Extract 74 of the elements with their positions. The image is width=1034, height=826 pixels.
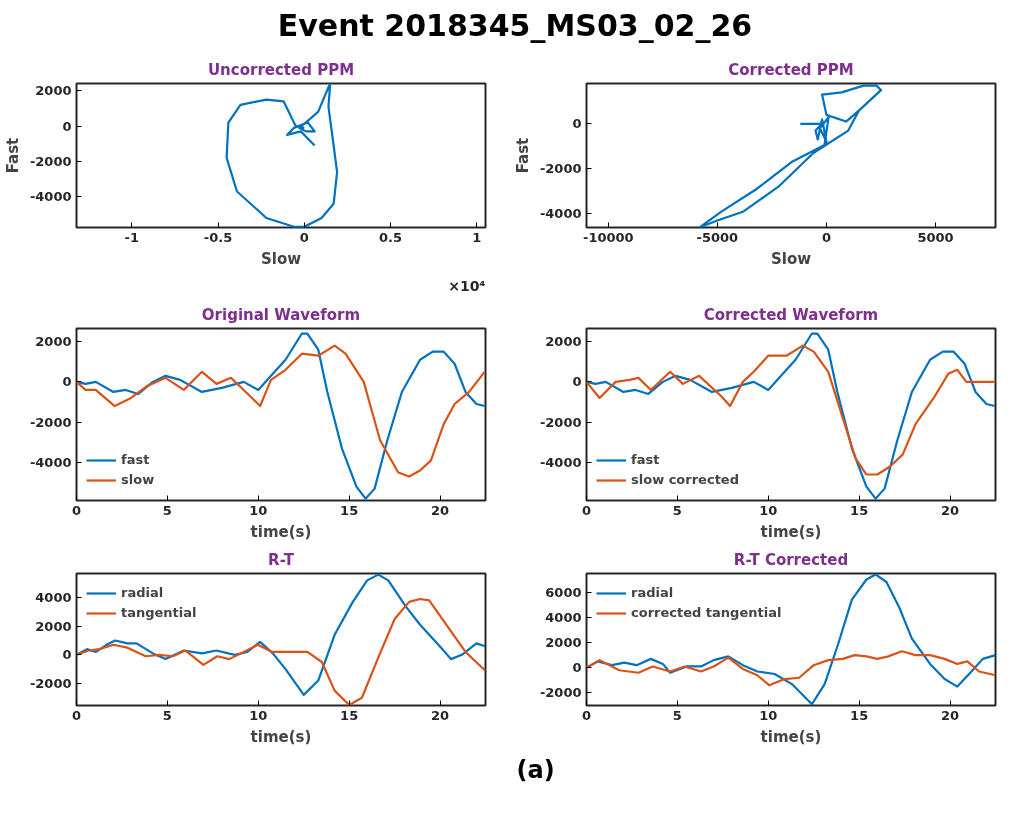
x-tick-label: 0	[299, 229, 309, 245]
y-tick-label: 0	[62, 374, 72, 390]
x-tick-label: 10	[759, 707, 778, 723]
x-tick-label: -5000	[696, 229, 739, 245]
y-axis-title: Fast	[3, 137, 22, 174]
y-tick-label: 2000	[545, 634, 582, 650]
x-tick-label: 20	[431, 502, 450, 518]
chart-title: R-T Corrected	[733, 550, 849, 569]
legend-label: slow corrected	[631, 472, 739, 488]
chart-title: Original Waveform	[201, 305, 361, 324]
chart-title: R-T	[268, 550, 295, 569]
x-tick-label: 1	[472, 229, 482, 245]
x-tick-label: 10	[249, 502, 268, 518]
legend-label: corrected tangential	[631, 605, 782, 621]
x-axis-title: time(s)	[250, 522, 312, 541]
y-tick-label: -2000	[29, 153, 72, 169]
chart-title: Uncorrected PPM	[207, 60, 355, 79]
y-tick-label: -4000	[29, 454, 72, 470]
chart-title: Corrected Waveform	[703, 305, 879, 324]
x-tick-label: 5	[672, 707, 682, 723]
y-tick-label: 0	[572, 660, 582, 676]
x-tick-label: 10	[249, 707, 268, 723]
x-tick-label: 5000	[917, 229, 954, 245]
legend-label: radial	[121, 585, 164, 601]
y-tick-label: -4000	[539, 206, 582, 222]
x-axis-title: time(s)	[760, 522, 822, 541]
x-tick-label: 0	[821, 229, 831, 245]
text: (a)	[516, 755, 555, 784]
x-tick-label: -10000	[583, 229, 634, 245]
x-axis-title: Slow	[260, 249, 302, 268]
x-tick-label: 15	[850, 707, 869, 723]
legend-label: tangential	[121, 605, 197, 621]
y-axis-title: Fast	[513, 137, 532, 174]
legend-label: slow	[121, 472, 155, 488]
y-tick-label: 0	[572, 374, 582, 390]
text: Event 2018345_MS03_02_26	[277, 7, 753, 45]
y-tick-label: 2000	[35, 333, 72, 349]
legend-label: fast	[121, 452, 150, 468]
y-tick-label: -2000	[539, 685, 582, 701]
x-tick-label: 5	[162, 502, 172, 518]
y-tick-label: -2000	[539, 414, 582, 430]
legend-label: radial	[631, 585, 674, 601]
y-tick-label: 0	[62, 647, 72, 663]
x-tick-label: 5	[672, 502, 682, 518]
y-tick-label: 6000	[545, 584, 582, 600]
x-tick-label: 20	[941, 502, 960, 518]
x-tick-label: 20	[941, 707, 960, 723]
y-tick-label: -2000	[29, 414, 72, 430]
x-tick-label: 15	[850, 502, 869, 518]
x-tick-label: -0.5	[203, 229, 233, 245]
x-tick-label: 0.5	[379, 229, 403, 245]
y-tick-label: 4000	[35, 589, 72, 605]
x-tick-label: 20	[431, 707, 450, 723]
chart-title: Corrected PPM	[728, 60, 854, 79]
x-tick-label: 5	[162, 707, 172, 723]
y-tick-label: 0	[572, 116, 582, 132]
y-tick-label: 4000	[545, 609, 582, 625]
y-tick-label: 0	[62, 118, 72, 134]
x-tick-label: -1	[124, 229, 139, 245]
y-tick-label: 2000	[35, 83, 72, 99]
x-axis-title: Slow	[770, 249, 812, 268]
x-axis-title: time(s)	[250, 727, 312, 746]
y-tick-label: 2000	[545, 333, 582, 349]
y-tick-label: -2000	[29, 675, 72, 691]
x-axis-title: time(s)	[760, 727, 822, 746]
y-tick-label: -4000	[29, 189, 72, 205]
legend-label: fast	[631, 452, 660, 468]
text: ×10⁴	[448, 277, 486, 294]
x-tick-label: 15	[340, 502, 359, 518]
x-tick-label: 15	[340, 707, 359, 723]
y-tick-label: -2000	[539, 161, 582, 177]
y-tick-label: 2000	[35, 618, 72, 634]
x-tick-label: 10	[759, 502, 778, 518]
y-tick-label: -4000	[539, 454, 582, 470]
